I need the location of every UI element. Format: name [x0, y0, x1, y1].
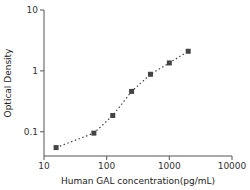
data-point [54, 145, 59, 150]
y-tick-label: 10 [27, 5, 39, 15]
chart-container: 10 100 1000 10000 0.1 1 10 Human GAL concentrat… [0, 0, 250, 190]
x-tick [232, 156, 233, 160]
plot-area [54, 49, 191, 150]
y-tick-label: 0.1 [24, 127, 38, 137]
x-axis-line [44, 156, 232, 157]
data-point [91, 131, 96, 136]
x-tick [44, 156, 45, 160]
x-tick-label: 100 [98, 161, 115, 171]
data-point [148, 72, 153, 77]
y-axis-label: Optical Density [3, 48, 13, 118]
data-point [186, 49, 191, 54]
y-tick [40, 131, 44, 132]
data-point [129, 89, 134, 94]
y-axis-line [44, 10, 45, 156]
y-tick [40, 10, 44, 11]
data-point [167, 60, 172, 65]
x-axis-label: Human GAL concentration(pg/mL) [61, 176, 215, 186]
x-tick-label: 10 [38, 161, 50, 171]
y-tick [40, 70, 44, 71]
x-tick-label: 1000 [158, 161, 181, 171]
data-line [56, 51, 188, 147]
x-tick-label: 10000 [218, 161, 247, 171]
y-tick-label: 1 [32, 66, 38, 76]
chart-svg: 10 100 1000 10000 0.1 1 10 Human GAL concentrat… [0, 0, 250, 190]
data-point [110, 113, 115, 118]
x-tick [106, 156, 107, 160]
x-tick [169, 156, 170, 160]
